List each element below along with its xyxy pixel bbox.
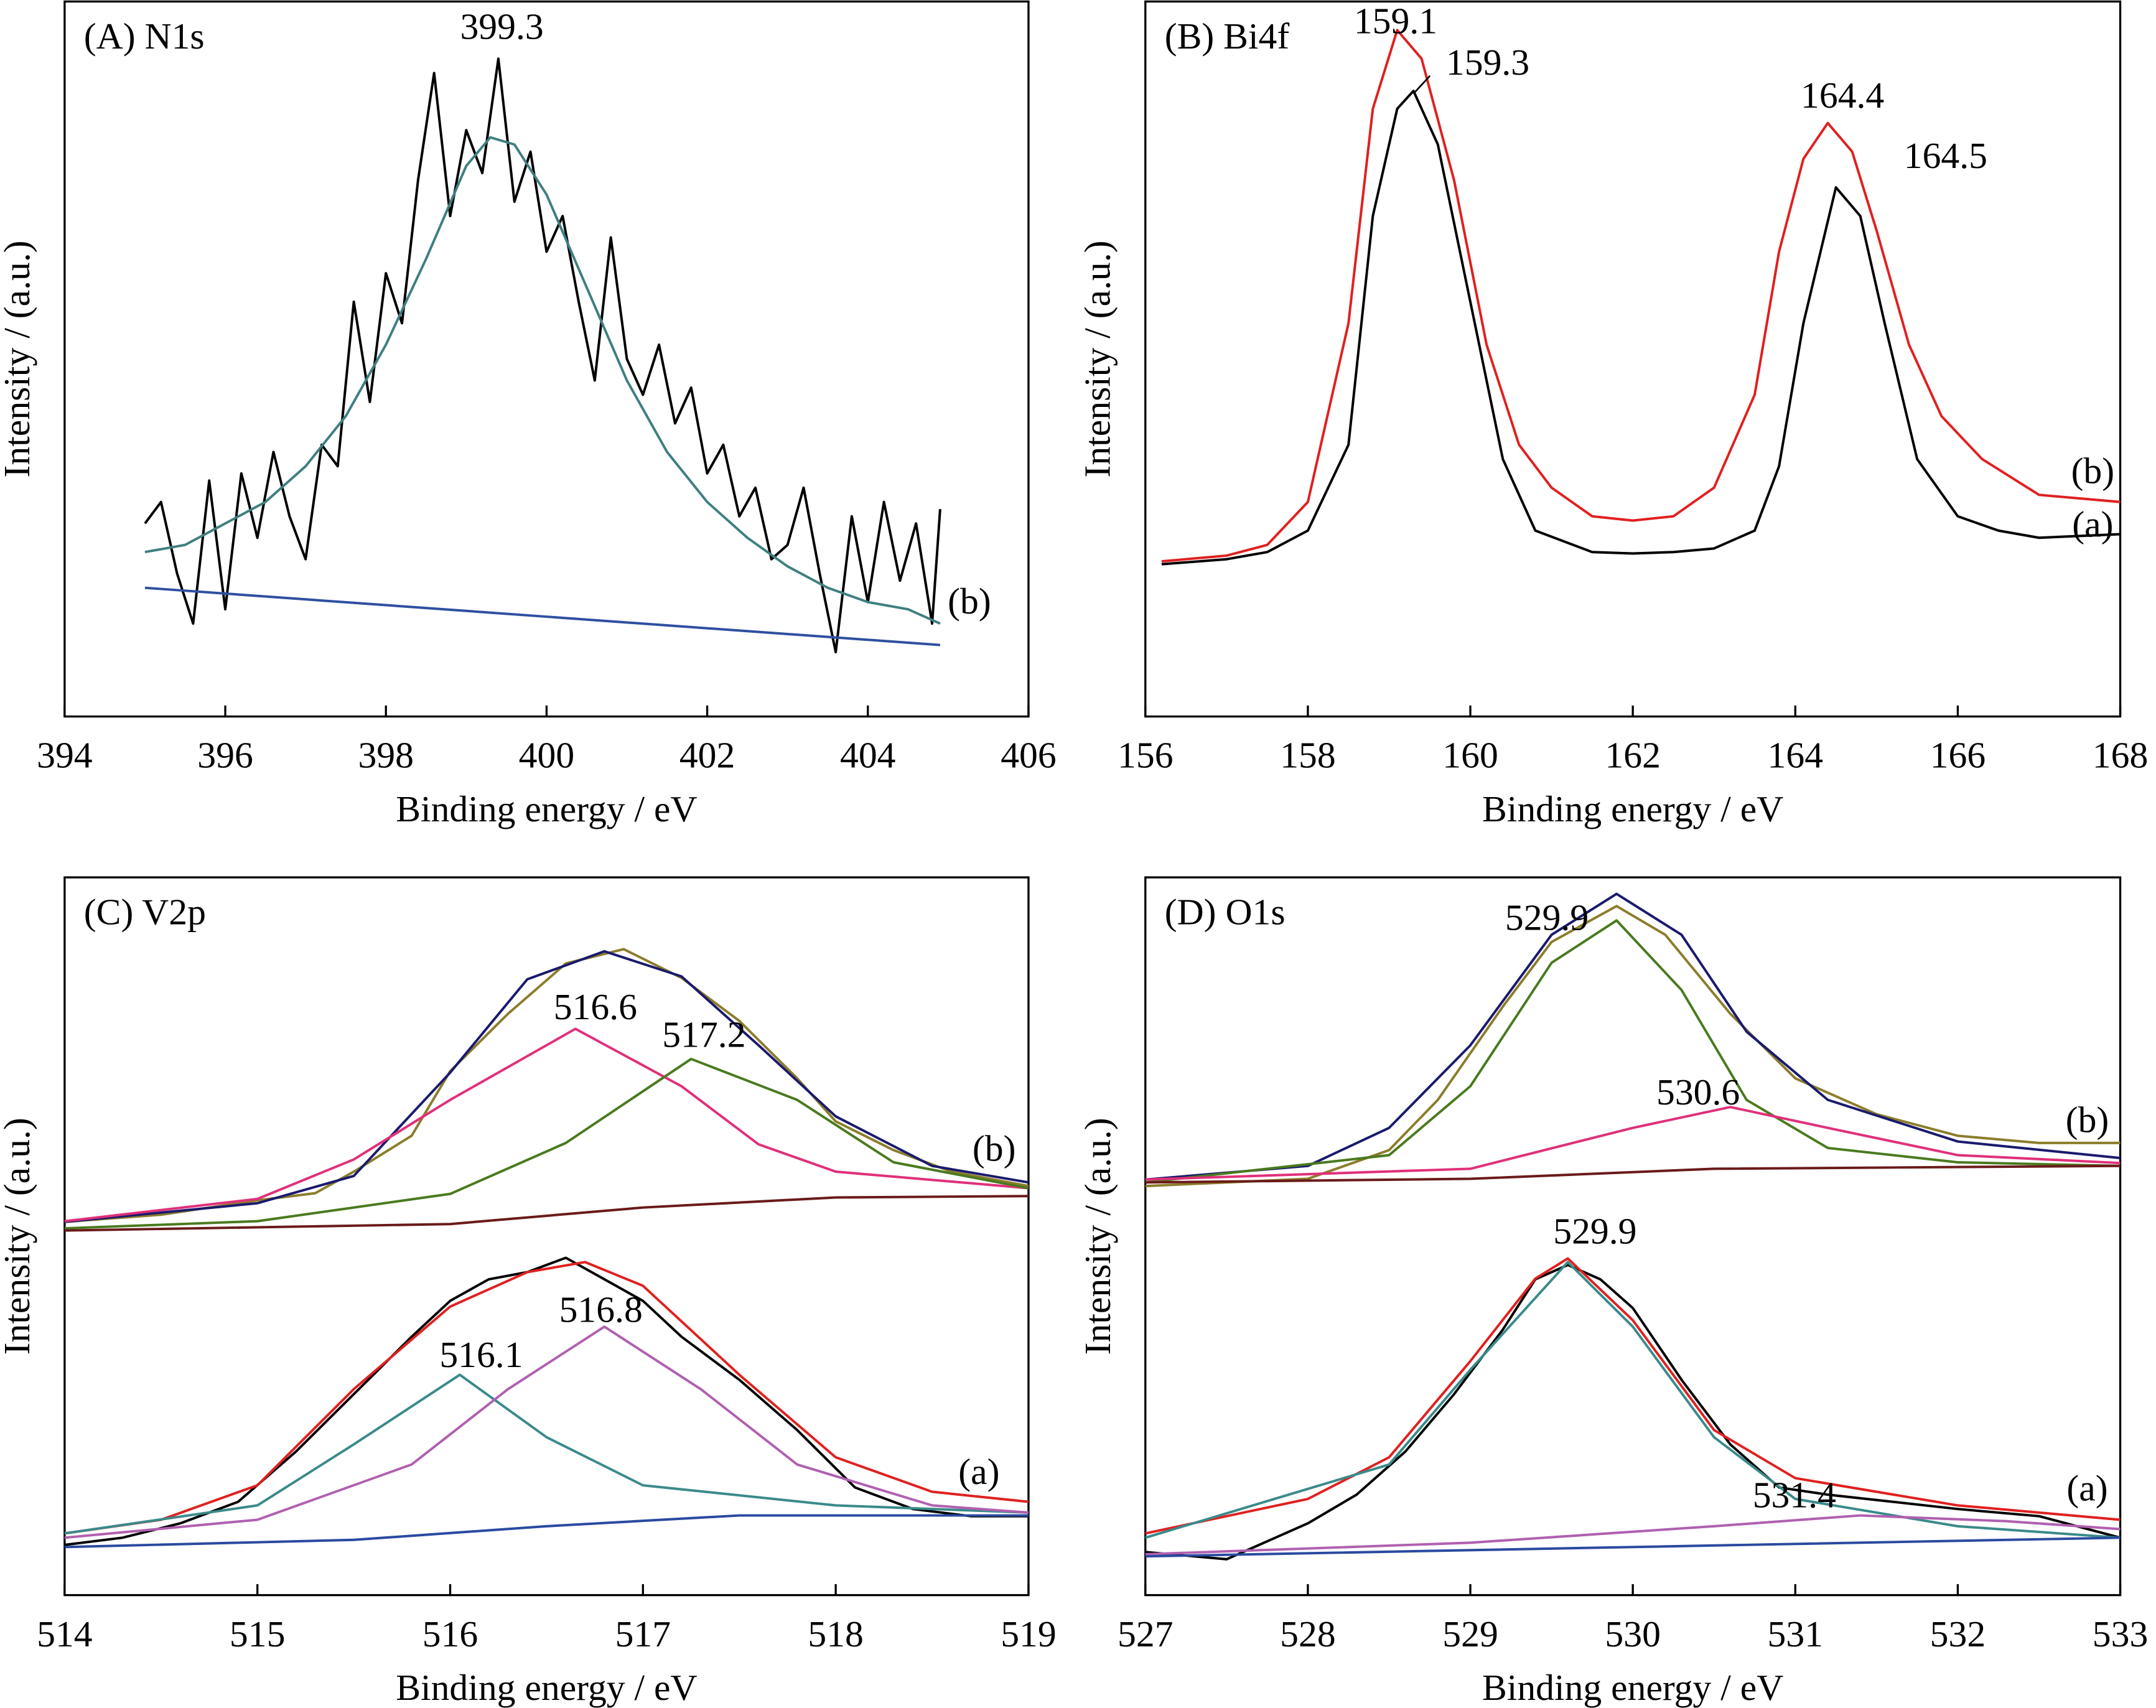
series-line xyxy=(144,136,941,625)
x-tick-label: 400 xyxy=(519,735,574,776)
panel-title: (C) V2p xyxy=(84,892,206,933)
curve-label: (b) xyxy=(973,1128,1016,1169)
curve-label: (b) xyxy=(2066,1099,2109,1140)
series-line xyxy=(1145,905,2121,1188)
x-tick-label: 404 xyxy=(840,735,895,776)
series-line xyxy=(64,950,1029,1223)
curve-label: (a) xyxy=(958,1451,999,1492)
x-tick-label: 158 xyxy=(1280,735,1335,776)
curve-label: (a) xyxy=(2066,1468,2107,1509)
plot-frame xyxy=(1144,0,2122,718)
x-tick-label: 514 xyxy=(37,1613,92,1654)
series-line xyxy=(144,586,941,646)
curve-label: (b) xyxy=(2071,450,2115,491)
series-line xyxy=(1161,29,2121,563)
x-tick-label: 527 xyxy=(1118,1613,1173,1654)
series-line xyxy=(64,1373,1029,1535)
panel-title: (A) N1s xyxy=(84,16,205,57)
peak-label: 159.3 xyxy=(1446,42,1529,83)
peak-label: 529.9 xyxy=(1505,897,1589,938)
peak-label: 516.8 xyxy=(559,1289,643,1330)
curve-label: (b) xyxy=(948,581,991,622)
y-axis-label: Intensity / (a.u.) xyxy=(1077,1118,1118,1355)
peak-label: 516.6 xyxy=(554,986,637,1027)
series-line xyxy=(1145,1106,2121,1181)
y-axis-label: Intensity / (a.u.) xyxy=(1077,240,1118,477)
x-axis-label: Binding energy / eV xyxy=(396,788,697,829)
series-line xyxy=(64,1325,1029,1539)
plot-frame xyxy=(63,876,1030,1597)
x-tick-label: 531 xyxy=(1768,1613,1823,1654)
peak-label: 164.4 xyxy=(1801,75,1884,116)
series-line xyxy=(1161,90,2121,566)
peak-label: 399.3 xyxy=(460,6,543,47)
y-axis-label: Intensity / (a.u.) xyxy=(0,240,37,477)
x-tick-label: 516 xyxy=(422,1613,478,1654)
x-tick-label: 519 xyxy=(1001,1613,1056,1654)
series-line xyxy=(1145,1514,2121,1556)
peak-label: 159.1 xyxy=(1354,1,1437,42)
series-line xyxy=(64,1027,1029,1223)
peak-label: 516.1 xyxy=(439,1334,523,1375)
x-tick-label: 518 xyxy=(808,1613,863,1654)
series-line xyxy=(64,1057,1029,1230)
series-line xyxy=(64,948,1029,1223)
series-line xyxy=(64,1261,1029,1535)
leader-line xyxy=(1412,75,1431,95)
x-tick-label: 530 xyxy=(1605,1613,1660,1654)
curve-label: (a) xyxy=(2072,503,2113,544)
x-tick-label: 164 xyxy=(1768,735,1823,776)
x-tick-label: 168 xyxy=(2093,735,2148,776)
series-line xyxy=(64,1514,1029,1549)
peak-label: 529.9 xyxy=(1553,1210,1636,1251)
x-tick-label: 160 xyxy=(1442,735,1498,776)
plot-frame xyxy=(63,0,1030,718)
series-line xyxy=(1145,1257,2121,1535)
x-tick-label: 162 xyxy=(1605,735,1660,776)
panel-title: (B) Bi4f xyxy=(1165,16,1290,57)
x-tick-label: 532 xyxy=(1930,1613,1986,1654)
x-tick-label: 529 xyxy=(1442,1613,1498,1654)
series-line xyxy=(1145,919,2121,1184)
x-tick-label: 394 xyxy=(37,735,92,776)
series-line xyxy=(1145,1263,2121,1561)
x-axis-label: Binding energy / eV xyxy=(1482,1667,1783,1708)
x-tick-label: 402 xyxy=(679,735,735,776)
x-axis-label: Binding energy / eV xyxy=(396,1667,697,1708)
x-tick-label: 156 xyxy=(1118,735,1173,776)
peak-label: 530.6 xyxy=(1656,1071,1740,1113)
x-tick-label: 528 xyxy=(1280,1613,1335,1654)
panel-title: (D) O1s xyxy=(1165,892,1286,933)
series-line xyxy=(1145,892,2121,1181)
series-line xyxy=(144,57,941,654)
x-axis-label: Binding energy / eV xyxy=(1482,788,1783,829)
x-tick-label: 406 xyxy=(1001,735,1056,776)
peak-label: 517.2 xyxy=(662,1014,745,1055)
x-tick-label: 515 xyxy=(230,1613,285,1654)
peak-label: 531.4 xyxy=(1753,1475,1836,1516)
peak-label: 164.5 xyxy=(1904,135,1987,176)
series-line xyxy=(1145,1536,2121,1558)
series-line xyxy=(1145,1164,2121,1184)
x-tick-label: 517 xyxy=(615,1613,671,1654)
x-tick-label: 533 xyxy=(2093,1613,2148,1654)
series-line xyxy=(1145,1261,2121,1539)
x-tick-label: 166 xyxy=(1930,735,1986,776)
x-tick-label: 398 xyxy=(358,735,413,776)
series-line xyxy=(64,1195,1029,1232)
x-tick-label: 396 xyxy=(197,735,253,776)
y-axis-label: Intensity / (a.u.) xyxy=(0,1118,37,1355)
